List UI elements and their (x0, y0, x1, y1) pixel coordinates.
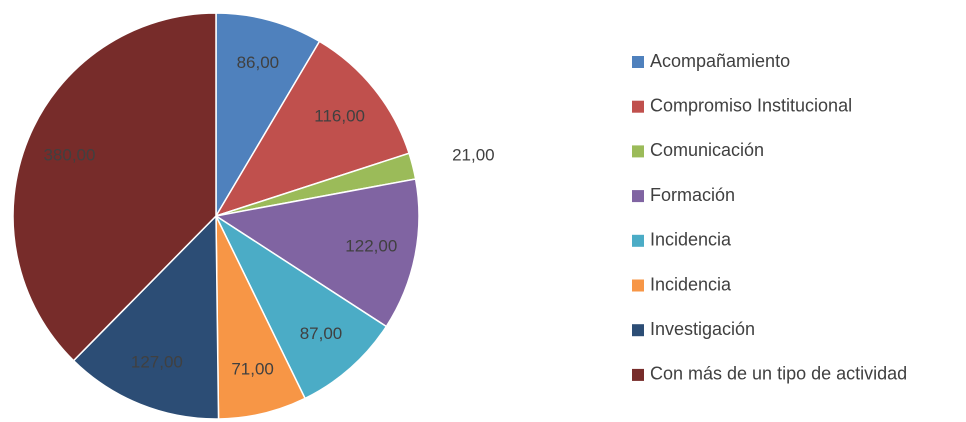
slice-label: 87,00 (300, 324, 343, 343)
slice-label: 122,00 (345, 236, 397, 255)
slice-label: 380,00 (43, 145, 95, 164)
pie-slice (12, 12, 217, 362)
slice-label: 86,00 (237, 53, 280, 72)
legend-swatch (632, 324, 644, 337)
legend-swatch (632, 368, 644, 381)
pie-slice (214, 213, 388, 400)
legend: Acompañamiento Compromiso Institucional Co… (632, 51, 907, 384)
slice-label: 116,00 (314, 107, 365, 126)
legend-label: Incidencia (650, 274, 732, 294)
legend-label: Con más de un tipo de actividad (650, 364, 907, 384)
legend-swatch (632, 279, 644, 292)
slice-label: 127,00 (131, 352, 183, 371)
slice-label: 71,00 (231, 360, 274, 379)
legend-label: Comunicación (650, 140, 764, 160)
legend-swatch (632, 56, 644, 68)
legend-swatch (632, 100, 644, 113)
slice-labels: 86,00 116,00 21,00 122,00 87,00 71,00 127,00 38… (43, 53, 494, 379)
pie-slice (214, 40, 411, 218)
legend-swatch (632, 234, 644, 247)
slice-label: 21,00 (452, 145, 495, 164)
legend-swatch (632, 145, 644, 158)
pie-slice (72, 214, 220, 420)
pie-slice (214, 178, 420, 328)
pie-slice (215, 12, 321, 219)
pie (12, 12, 420, 420)
legend-swatch (632, 190, 644, 203)
legend-label: Formación (650, 185, 735, 205)
legend-label: Compromiso Institucional (650, 95, 852, 115)
legend-label: Incidencia (650, 230, 732, 250)
legend-label: Acompañamiento (650, 51, 790, 71)
legend-label: Investigación (650, 319, 755, 339)
